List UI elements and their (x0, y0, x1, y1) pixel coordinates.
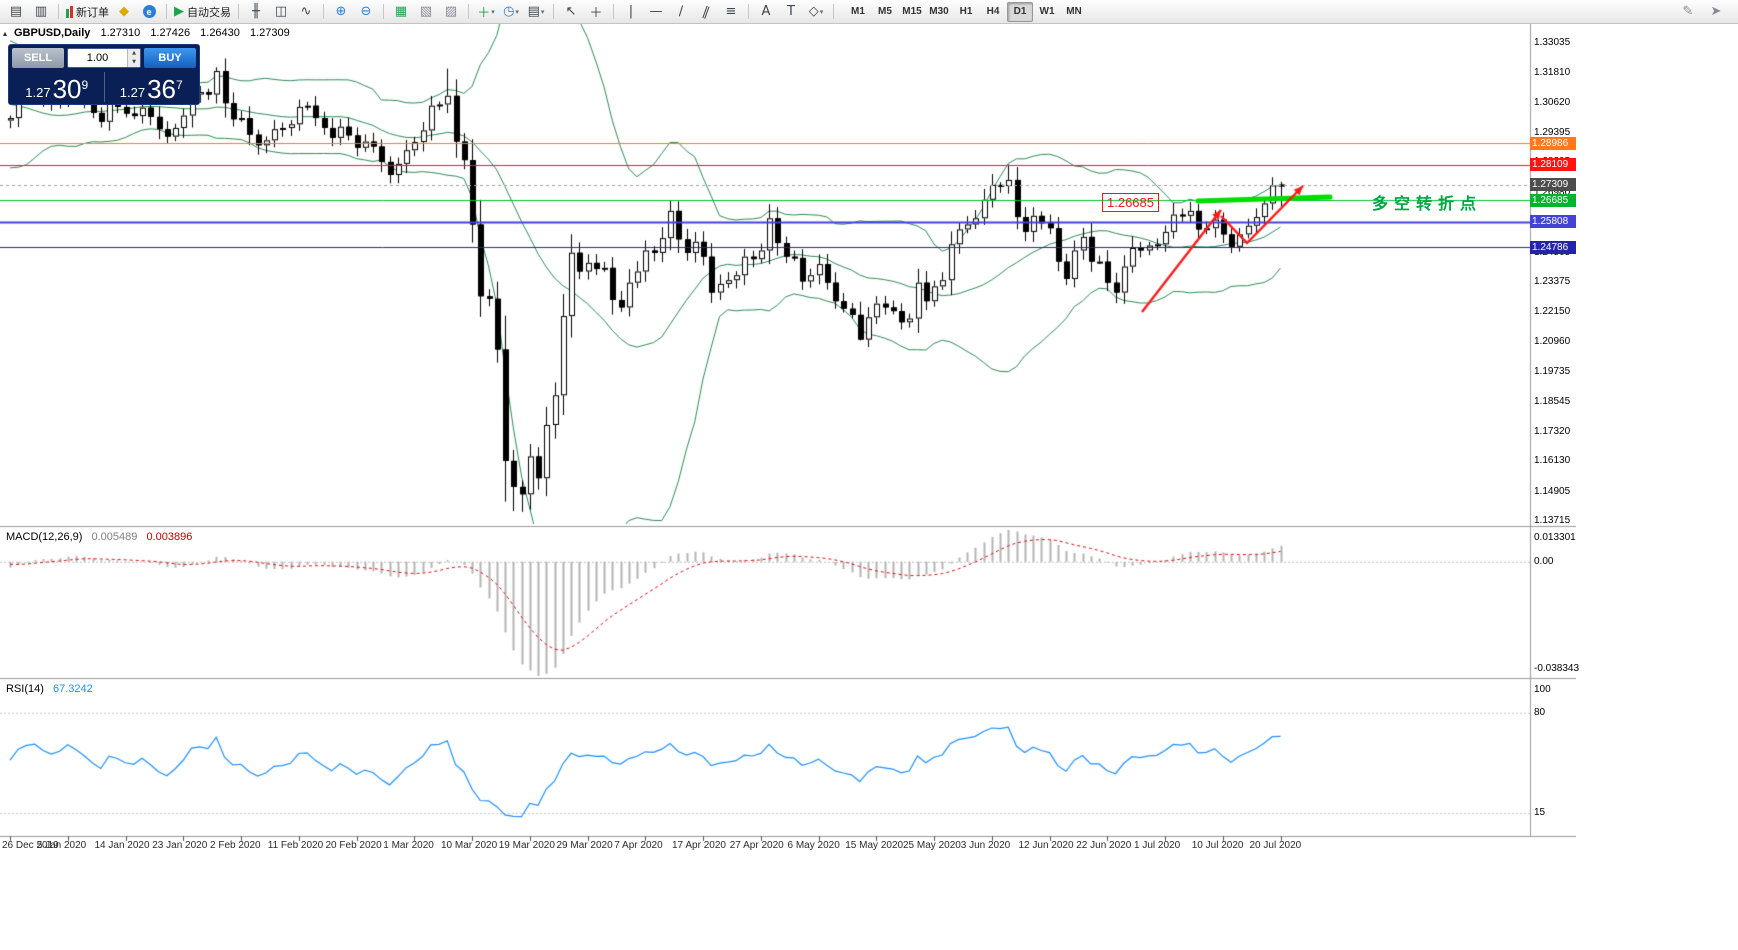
sell-price-big: 30 (52, 74, 82, 104)
timeframe-toolbar: M1 M5 M15 M30 H1 H4 D1 W1 MN (845, 1, 1087, 22)
shapes-icon[interactable]: ◇ ▾ (808, 4, 824, 19)
new-chart-icon[interactable]: ▤ (9, 4, 23, 19)
chinese-annotation[interactable]: 多空转折点 (1372, 196, 1483, 213)
one-click-collapse-icon[interactable]: ▴ (3, 29, 8, 38)
channel-icon[interactable]: ∥ (700, 3, 712, 20)
autotrading-label: 自动交易 (187, 6, 231, 19)
price-divider (103, 72, 105, 102)
toolbar-separator (383, 4, 384, 19)
toolbar-separator (166, 4, 167, 19)
sell-price[interactable]: 1.27 30 9 (12, 70, 102, 104)
buy-price-sup: 7 (176, 78, 183, 92)
ohlc-open: 1.27310 (100, 27, 141, 39)
timeframe-button-M1[interactable]: M1 (851, 6, 865, 17)
crosshair-icon[interactable]: ＋ (589, 6, 603, 21)
ohlc-high: 1.27426 (150, 27, 191, 39)
text-icon[interactable]: A (761, 4, 771, 19)
timeframe-button-M15[interactable]: M15 (902, 6, 922, 17)
profiles-icon[interactable]: ▥ (34, 4, 48, 19)
community-icon[interactable]: e (137, 2, 161, 22)
candlestick-chart-icon[interactable]: ◫ (274, 4, 288, 19)
ohlc-close: 1.27309 (249, 27, 290, 39)
sell-price-small: 1.27 (25, 85, 51, 100)
trendline-icon[interactable]: ∕ (678, 4, 684, 19)
buy-price-big: 36 (147, 74, 177, 104)
arrange-windows-icon[interactable]: ▨ (444, 4, 458, 19)
bar-chart-icon[interactable]: ╫ (252, 4, 260, 19)
periods-icon[interactable]: ◷ ▾ (503, 4, 519, 19)
rsi-header: RSI(14) 67.3242 (6, 683, 93, 695)
timeframe-button-D1[interactable]: D1 (1007, 1, 1033, 22)
cascade-windows-icon[interactable]: ▧ (419, 4, 433, 19)
new-order-label: 新订单 (76, 6, 109, 19)
symbol-ohlc-header: GBPUSD,Daily 1.27310 1.27426 1.26430 1.2… (14, 27, 297, 39)
pointer-icon[interactable]: ➤ (1710, 4, 1722, 19)
sell-button[interactable]: SELL (12, 48, 64, 68)
line-chart-icon[interactable]: ∿ (300, 4, 312, 19)
one-click-trading-panel: SELL 1.00 ▲ ▼ BUY 1.27 30 9 1.27 36 7 (8, 44, 200, 105)
volume-stepper[interactable]: ▲ ▼ (127, 49, 140, 67)
price-annotation-label[interactable]: 1.26685 (1102, 193, 1159, 212)
macd-signal-value: 0.003896 (146, 531, 193, 543)
toolbar-right-group: ✎ ➤ (1676, 2, 1728, 22)
indicators-icon[interactable]: ＋ ▾ (477, 6, 495, 21)
text-label-icon[interactable]: T (787, 4, 795, 19)
chart-canvas[interactable] (0, 24, 1576, 858)
macd-main-value: 0.005489 (91, 531, 138, 543)
cursor-icon[interactable]: ↖ (565, 4, 577, 19)
timeframe-button-M30[interactable]: M30 (929, 6, 949, 17)
sell-price-sup: 9 (81, 78, 89, 92)
vertical-line-icon[interactable]: | (628, 4, 634, 19)
buy-price[interactable]: 1.27 36 7 (107, 70, 197, 104)
toolbar-separator (833, 4, 834, 19)
timeframe-button-W1[interactable]: W1 (1039, 6, 1055, 17)
toolbar-separator (58, 4, 59, 19)
toolbar-separator (468, 4, 469, 19)
metaeditor-icon[interactable]: ◆ (119, 4, 129, 19)
ohlc-low: 1.26430 (200, 27, 240, 39)
pencil-icon[interactable]: ✎ (1682, 4, 1694, 19)
play-icon: ▶ (174, 4, 184, 19)
horizontal-line-icon[interactable]: — (649, 4, 663, 19)
new-order-icon (66, 5, 73, 18)
timeframe-button-H4[interactable]: H4 (986, 6, 1000, 17)
rsi-value: 67.3242 (52, 683, 93, 695)
timeframe-button-MN[interactable]: MN (1066, 6, 1082, 17)
main-toolbar: ▤ ▥ 新订单 ◆ e ▶ 自动交易 ╫ ◫ ∿ ⊕ ⊖ ▦ ▧ ▨ ＋ ▾ ◷ ▾… (0, 0, 1738, 24)
mql5-icon: e (142, 5, 156, 18)
new-order-button[interactable]: 新订单 (64, 2, 111, 22)
timeframe-button-M5[interactable]: M5 (878, 6, 892, 17)
buy-price-small: 1.27 (119, 85, 146, 100)
toolbar-separator (613, 4, 614, 19)
macd-title: MACD(12,26,9) (6, 531, 83, 543)
macd-header: MACD(12,26,9) 0.005489 0.003896 (6, 531, 192, 543)
toolbar-separator (238, 4, 239, 19)
volume-down-icon[interactable]: ▼ (128, 58, 140, 67)
toolbar-separator (553, 4, 554, 19)
zoom-in-icon[interactable]: ⊕ (335, 4, 347, 19)
rsi-title: RSI(14) (6, 683, 44, 695)
templates-icon[interactable]: ▤ ▾ (527, 4, 545, 19)
volume-value[interactable]: 1.00 (86, 52, 109, 64)
symbol-name: GBPUSD,Daily (14, 27, 91, 39)
toolbar-separator (323, 4, 324, 19)
autotrading-button[interactable]: ▶ 自动交易 (172, 2, 233, 22)
volume-up-icon[interactable]: ▲ (128, 49, 140, 58)
buy-button[interactable]: BUY (144, 48, 196, 68)
tile-windows-icon[interactable]: ▦ (394, 4, 408, 19)
timeframe-button-H1[interactable]: H1 (959, 6, 973, 17)
zoom-out-icon[interactable]: ⊖ (360, 4, 372, 19)
volume-field[interactable]: 1.00 ▲ ▼ (67, 48, 141, 68)
fibonacci-icon[interactable]: ≡ (725, 4, 737, 19)
toolbar-separator (748, 4, 749, 19)
